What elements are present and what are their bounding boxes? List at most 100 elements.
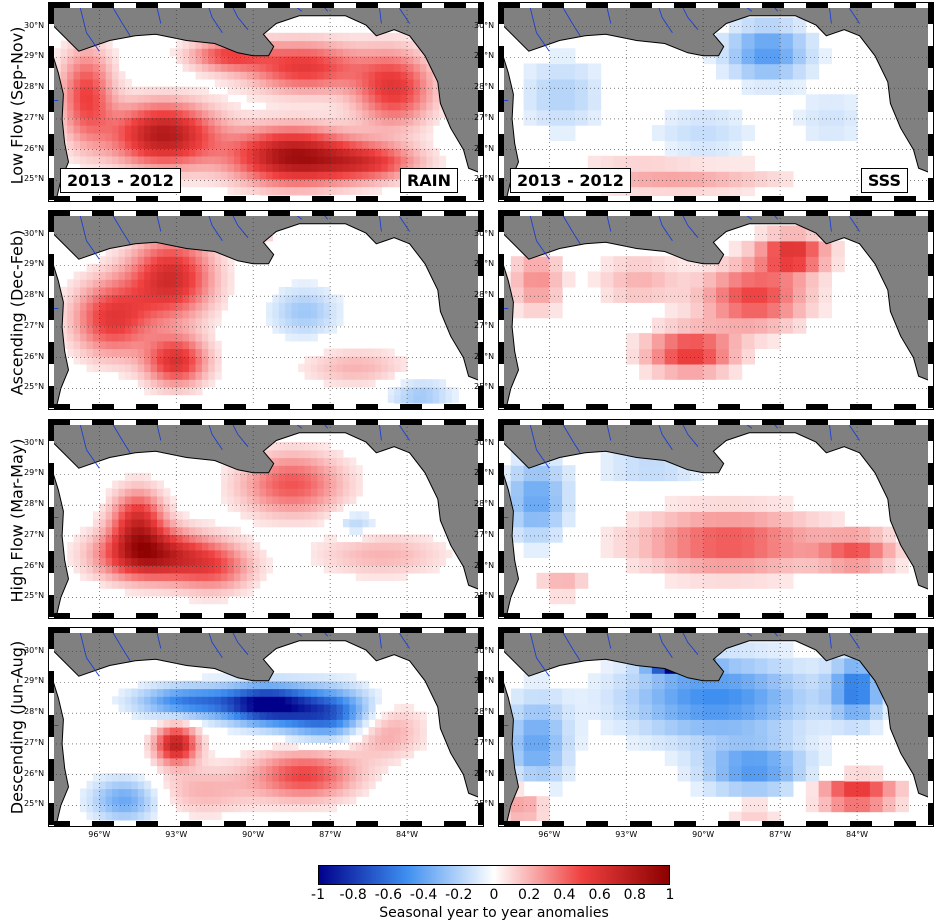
latitude-label: 28°N [24,499,45,509]
latitude-label: 26°N [24,768,45,778]
latitude-label: 28°N [474,290,495,300]
colorbar-tick-label: 0.8 [623,887,646,903]
latitude-label: 27°N [24,737,45,747]
latitude-label: 30°N [24,20,45,30]
map-panel-row1-sss: 30°N 29°N 28°N 27°N 26°N 25°N 2013 - 2012 SSS [474,2,934,202]
latitude-label: 30°N [24,437,45,447]
latitude-label: 25°N [24,382,45,392]
longitude-label: 84°W [396,830,419,839]
map-panel-row1-rain: 30°N 29°N 28°N 27°N 26°N 25°N 2013 - 2012 RAIN [24,2,484,202]
map-canvas [498,210,934,410]
latitude-label: 26°N [24,560,45,570]
latitude-label: 27°N [24,320,45,330]
colorbar-tick-label: 0.4 [553,887,576,903]
map-canvas [48,627,484,827]
land-north [48,419,484,592]
latitude-label: 27°N [474,737,495,747]
latitude-label: 27°N [24,112,45,122]
variable-tag: RAIN [399,168,458,193]
latitude-label: 27°N [474,320,495,330]
latitude-label: 28°N [24,82,45,92]
river-line [109,627,131,662]
river-line [559,627,581,662]
map-panel-row4-rain: 30°N 29°N 28°N 27°N 26°N 25°N 96°W 93°W 90°W 87°W… [24,627,484,839]
river-line [528,627,550,677]
latitude-label: 25°N [474,591,495,601]
river-line [399,7,410,24]
map-frame [48,419,484,619]
river-line [399,215,410,232]
longitude-label: 84°W [846,830,869,839]
map-frame [48,210,484,410]
colorbar-tick-label: -0.2 [445,887,473,903]
river-line [528,2,550,52]
river-line [528,419,550,469]
latitude-label: 25°N [24,591,45,601]
map-frame [48,2,484,202]
river-line [109,210,131,245]
colorbar-title: Seasonal year to year anomalies [379,905,609,921]
colorbar-tick-label: -0.6 [374,887,403,903]
map-frame [498,627,934,827]
latitude-label: 30°N [474,20,495,30]
river-line [109,419,131,454]
latitude-label: 30°N [474,437,495,447]
latitude-label: 25°N [474,382,495,392]
latitude-label: 29°N [24,259,45,269]
land-north [498,2,934,175]
latitude-label: 26°N [474,143,495,153]
river-line [78,627,100,677]
longitude-label: 90°W [692,830,715,839]
latitude-label: 26°N [24,351,45,361]
longitude-label: 87°W [769,830,792,839]
latitude-label: 29°N [474,51,495,61]
latitude-label: 25°N [474,174,495,184]
river-line [399,424,410,441]
river-line [399,632,410,649]
latitude-label: 28°N [474,82,495,92]
latitude-label: 27°N [24,529,45,539]
latitude-label: 25°N [24,174,45,184]
latitude-label: 29°N [24,676,45,686]
colorbar-tick-label: -0.8 [339,887,367,903]
latitude-label: 30°N [474,645,495,655]
latitude-label: 26°N [474,351,495,361]
latitude-label: 29°N [24,468,45,478]
latitude-label: 26°N [24,143,45,153]
land-north [48,627,484,800]
longitude-label: 87°W [319,830,342,839]
latitude-label: 26°N [474,560,495,570]
colorbar-tick-label: 1 [665,887,675,903]
map-panel-row2-sss: 30°N 29°N 28°N 27°N 26°N 25°N [474,210,934,410]
latitude-label: 29°N [474,259,495,269]
latitude-label: 29°N [474,676,495,686]
map-canvas [48,2,484,202]
map-canvas [498,419,934,619]
river-line [109,2,131,37]
river-line [849,632,860,649]
map-canvas [498,627,934,827]
river-line [849,215,860,232]
colorbar-tick-label: -0.4 [409,887,438,903]
latitude-label: 28°N [24,707,45,717]
map-canvas [48,419,484,619]
comparison-tag: 2013 - 2012 [510,168,631,193]
latitude-label: 29°N [24,51,45,61]
longitude-label: 93°W [615,830,638,839]
map-frame [498,419,934,619]
latitude-label: 29°N [474,468,495,478]
latitude-label: 27°N [474,112,495,122]
river-line [78,210,100,260]
colorbar-tick-label: 0 [489,887,499,903]
river-line [849,424,860,441]
variable-tag: SSS [860,168,908,193]
latitude-label: 27°N [474,529,495,539]
river-line [528,210,550,260]
latitude-label: 28°N [474,707,495,717]
land-north [498,210,934,383]
colorbar [318,865,670,885]
land-north [48,210,484,383]
latitude-label: 25°N [24,799,45,809]
map-panel-row2-rain: 30°N 29°N 28°N 27°N 26°N 25°N [24,210,484,410]
map-panel-row4-sss: 30°N 29°N 28°N 27°N 26°N 25°N 96°W 93°W 90°W 87°W… [474,627,934,839]
